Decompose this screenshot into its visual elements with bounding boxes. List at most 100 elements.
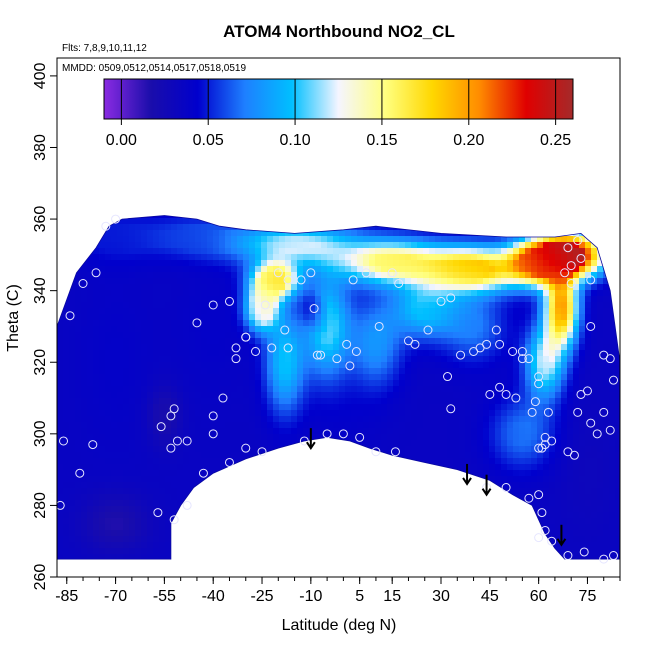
field-cell bbox=[183, 386, 190, 393]
field-cell bbox=[309, 272, 316, 279]
field-cell bbox=[135, 500, 142, 507]
field-cell bbox=[141, 464, 148, 471]
field-cell bbox=[159, 380, 166, 387]
field-cell bbox=[363, 512, 370, 519]
field-cell bbox=[297, 416, 304, 423]
field-cell bbox=[363, 470, 370, 477]
field-cell bbox=[477, 278, 484, 285]
field-cell bbox=[129, 548, 136, 555]
field-cell bbox=[69, 374, 76, 381]
field-cell bbox=[327, 194, 334, 201]
field-cell bbox=[207, 296, 214, 303]
field-cell bbox=[141, 572, 148, 579]
field-cell bbox=[57, 278, 64, 285]
field-cell bbox=[363, 242, 370, 249]
field-cell bbox=[171, 338, 178, 345]
field-cell bbox=[459, 332, 466, 339]
field-cell bbox=[75, 524, 82, 531]
field-cell bbox=[63, 488, 70, 495]
field-cell bbox=[201, 530, 208, 537]
field-cell bbox=[165, 278, 172, 285]
field-cell bbox=[75, 488, 82, 495]
field-cell bbox=[321, 308, 328, 315]
field-cell bbox=[459, 266, 466, 273]
field-cell bbox=[129, 374, 136, 381]
field-cell bbox=[435, 356, 442, 363]
field-cell bbox=[459, 452, 466, 459]
field-cell bbox=[159, 482, 166, 489]
field-cell bbox=[441, 434, 448, 441]
field-cell bbox=[171, 380, 178, 387]
field-cell bbox=[189, 362, 196, 369]
field-cell bbox=[243, 566, 250, 573]
field-cell bbox=[369, 344, 376, 351]
field-cell bbox=[177, 320, 184, 327]
field-cell bbox=[423, 416, 430, 423]
field-cell bbox=[423, 302, 430, 309]
field-cell bbox=[141, 416, 148, 423]
field-cell bbox=[453, 248, 460, 255]
field-cell bbox=[219, 158, 226, 165]
field-cell bbox=[447, 338, 454, 345]
field-cell bbox=[249, 386, 256, 393]
field-cell bbox=[225, 272, 232, 279]
field-cell bbox=[255, 476, 262, 483]
field-cell bbox=[135, 206, 142, 213]
field-cell bbox=[459, 554, 466, 560]
field-cell bbox=[459, 164, 466, 171]
field-cell bbox=[117, 560, 124, 567]
field-cell bbox=[69, 524, 76, 531]
field-cell bbox=[243, 560, 250, 567]
field-cell bbox=[387, 296, 394, 303]
field-cell bbox=[159, 224, 166, 231]
field-cell bbox=[117, 224, 124, 231]
field-cell bbox=[207, 422, 214, 429]
field-cell bbox=[363, 380, 370, 387]
field-cell bbox=[327, 368, 334, 375]
field-cell bbox=[183, 452, 190, 459]
field-cell bbox=[69, 482, 76, 489]
field-cell bbox=[291, 188, 298, 195]
field-cell bbox=[195, 326, 202, 333]
field-cell bbox=[201, 224, 208, 231]
field-cell bbox=[159, 566, 166, 573]
field-cell bbox=[81, 446, 88, 453]
field-cell bbox=[297, 410, 304, 417]
field-cell bbox=[201, 170, 208, 177]
field-cell bbox=[183, 254, 190, 261]
field-cell bbox=[213, 176, 220, 183]
field-cell bbox=[111, 416, 118, 423]
field-cell bbox=[291, 554, 298, 560]
field-cell bbox=[321, 254, 328, 261]
field-cell bbox=[345, 434, 352, 441]
field-cell bbox=[135, 404, 142, 411]
field-cell bbox=[375, 446, 382, 453]
field-cell bbox=[225, 362, 232, 369]
field-cell bbox=[321, 332, 328, 339]
field-cell bbox=[63, 506, 70, 513]
field-cell bbox=[465, 302, 472, 309]
field-cell bbox=[471, 572, 478, 579]
field-cell bbox=[165, 290, 172, 297]
field-cell bbox=[219, 218, 226, 225]
field-cell bbox=[471, 380, 478, 387]
field-cell bbox=[171, 428, 178, 435]
field-cell bbox=[117, 320, 124, 327]
field-cell bbox=[429, 218, 436, 225]
field-cell bbox=[273, 542, 280, 549]
field-cell bbox=[237, 422, 244, 429]
field-cell bbox=[237, 308, 244, 315]
field-cell bbox=[459, 416, 466, 423]
field-cell bbox=[399, 530, 406, 537]
field-cell bbox=[405, 374, 412, 381]
field-cell bbox=[243, 542, 250, 549]
field-cell bbox=[441, 458, 448, 465]
field-cell bbox=[243, 254, 250, 261]
field-cell bbox=[231, 170, 238, 177]
field-cell bbox=[303, 242, 310, 249]
field-cell bbox=[249, 482, 256, 489]
field-cell bbox=[117, 218, 124, 225]
field-cell bbox=[375, 266, 382, 273]
field-cell bbox=[417, 386, 424, 393]
field-cell bbox=[243, 350, 250, 357]
